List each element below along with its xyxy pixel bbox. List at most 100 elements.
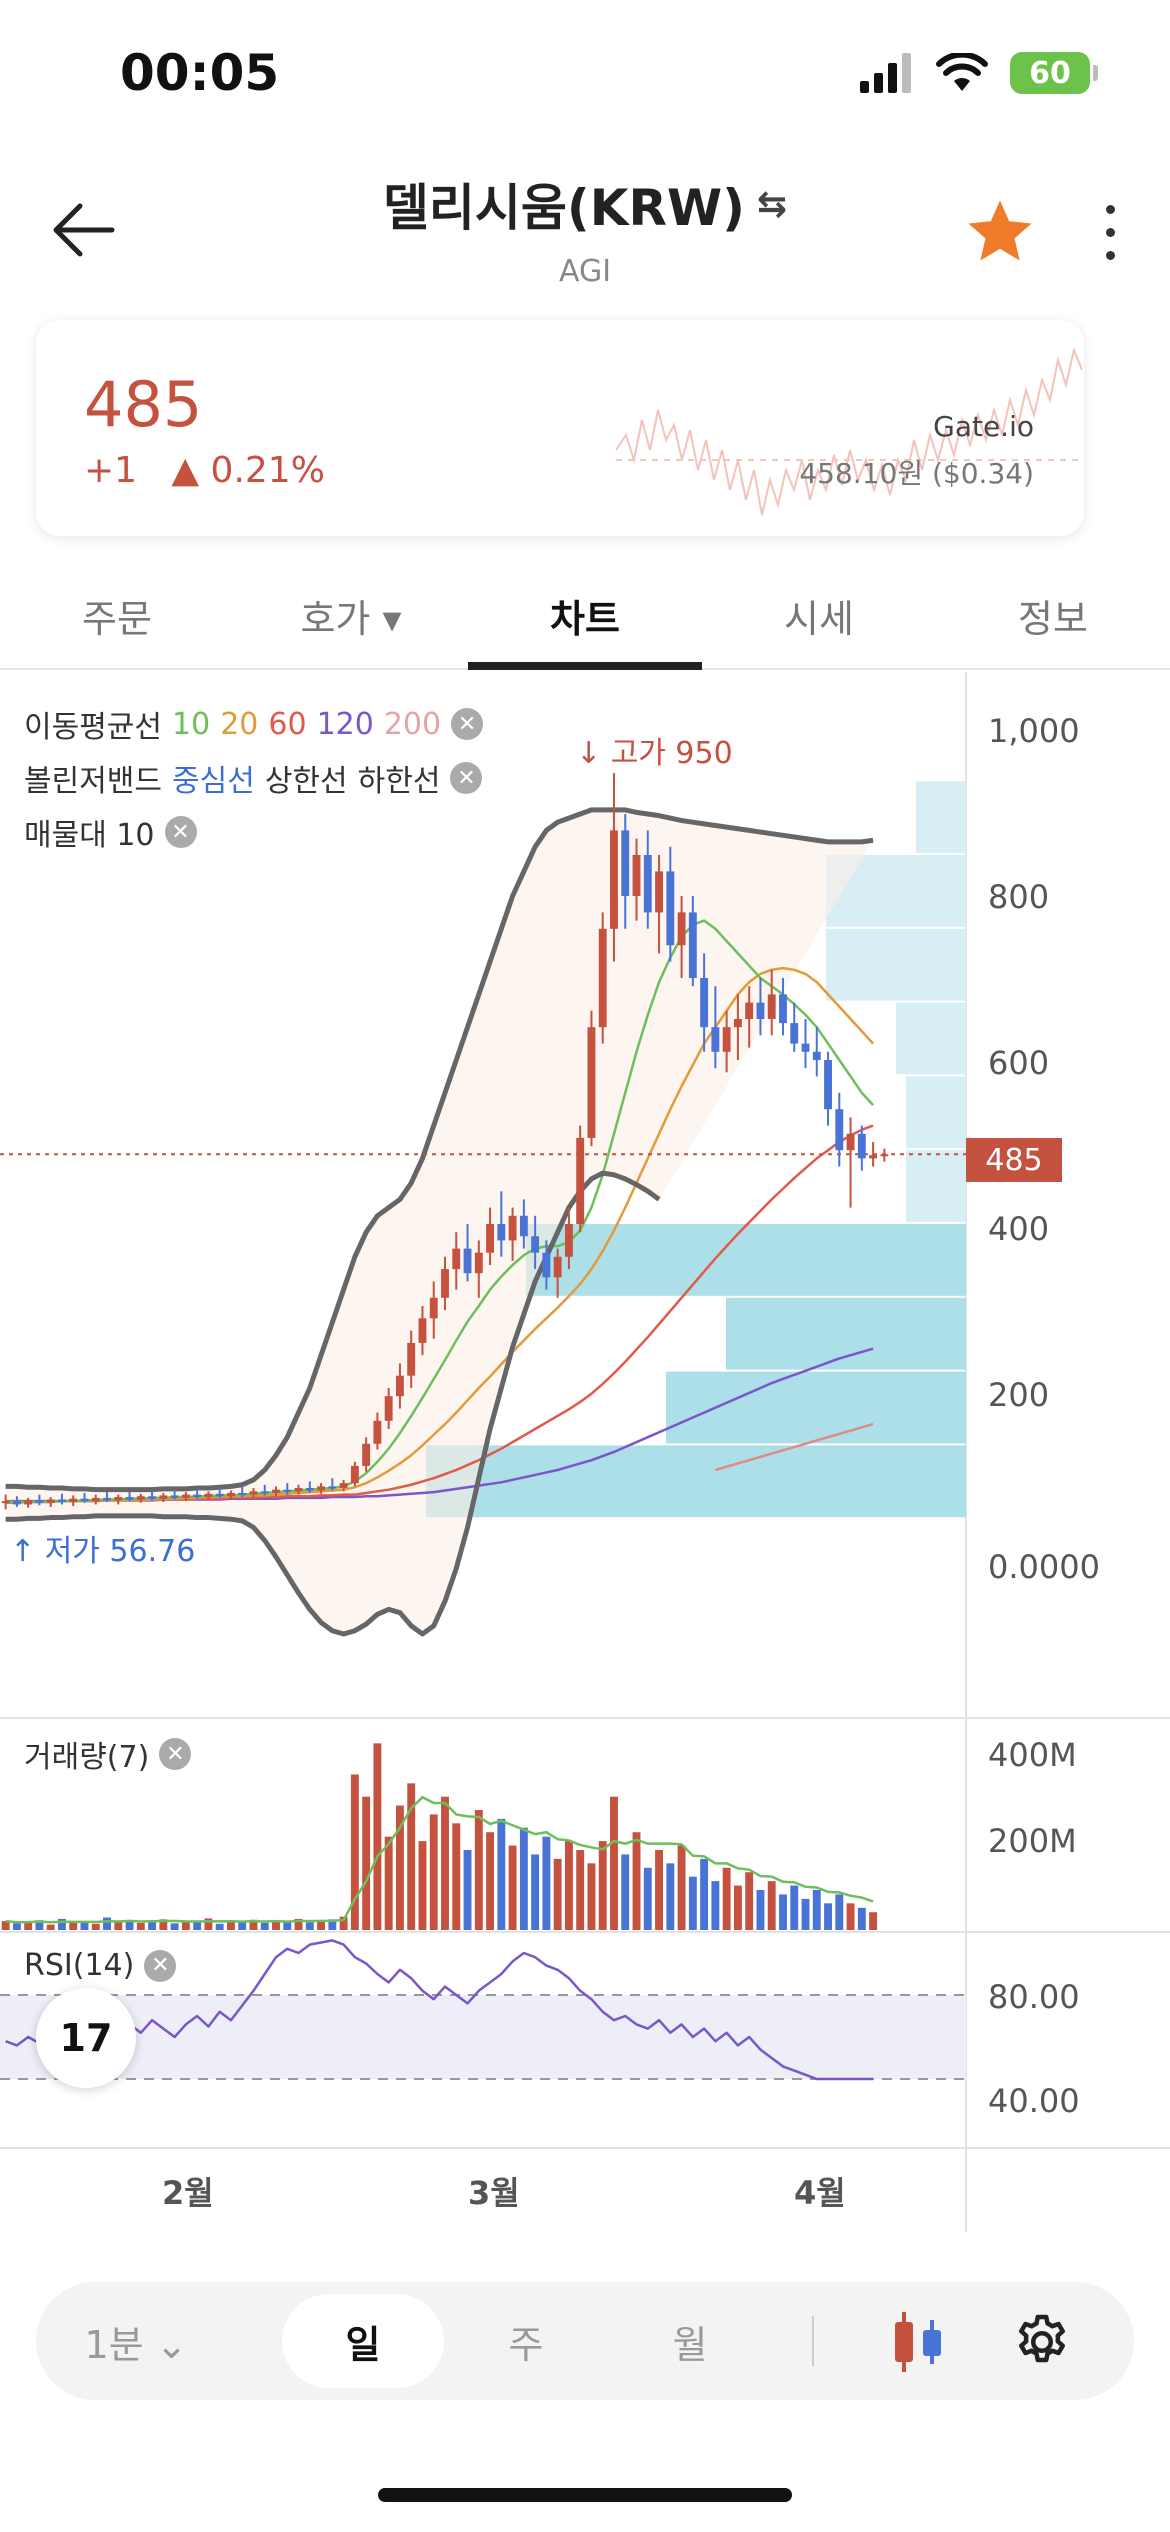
legend-ma60: 60 — [268, 706, 307, 742]
candle-body — [621, 830, 630, 896]
chart-area[interactable]: 이동평균선 10 20 60 120 200 ✕ 볼린저밴드 중심선 상한선 하… — [0, 672, 1170, 2232]
sparkline — [616, 346, 1084, 516]
volume-bar — [733, 1885, 742, 1930]
candle-body — [463, 1248, 472, 1274]
last-price-tag: 485 — [966, 1138, 1062, 1182]
low-annotation: ↑ 저가 56.76 — [10, 1534, 196, 1569]
signal-icon — [860, 53, 911, 93]
candlestick-icon — [895, 2312, 941, 2372]
candle-body — [486, 1224, 495, 1253]
dot-icon — [1105, 227, 1115, 237]
volume-bar — [779, 1894, 787, 1930]
legend-ma20: 20 — [220, 706, 259, 742]
candle-body — [181, 1494, 190, 1498]
volume-bar — [812, 1890, 821, 1930]
volume-profile-bar — [426, 1445, 966, 1518]
candle-body — [508, 1215, 517, 1241]
volume-profile-bar — [906, 1076, 966, 1149]
volume-bar — [441, 1796, 449, 1930]
x-axis-mar: 3월 — [468, 2174, 520, 2212]
candle-body — [12, 1501, 21, 1505]
candle-body — [452, 1248, 461, 1270]
wifi-icon — [936, 53, 988, 91]
favorite-button[interactable] — [962, 194, 1038, 270]
home-indicator — [378, 2488, 792, 2502]
legend-bb: 볼린저밴드 중심선 상한선 하한선 ✕ — [24, 756, 483, 800]
interval-month[interactable]: 월 — [672, 2322, 708, 2367]
volume-bar — [384, 1836, 393, 1930]
chart-settings-button[interactable] — [1002, 2302, 1082, 2382]
low-text: 저가 56.76 — [44, 1534, 196, 1569]
tab-chart[interactable]: 차트 — [550, 596, 620, 641]
candle-body — [46, 1499, 55, 1503]
volume-bar — [249, 1919, 258, 1930]
rsi-axis-80: 80.00 — [988, 1978, 1080, 2016]
rsi-line — [5, 1939, 874, 2081]
page-title[interactable]: 델리시움(KRW) ⇆ — [383, 168, 787, 240]
volume-bar — [688, 1876, 697, 1930]
volume-profile-bar — [726, 1297, 966, 1370]
candle-body — [35, 1500, 44, 1503]
interval-day[interactable]: 일 — [282, 2294, 444, 2388]
legend-bb-middle: 중심선 — [172, 764, 255, 799]
price-axis-0: 0.0000 — [988, 1548, 1100, 1586]
candle-body — [598, 928, 607, 1028]
candle-body — [767, 994, 776, 1019]
remove-ma-button[interactable]: ✕ — [451, 708, 484, 740]
chart-type-button[interactable] — [878, 2302, 958, 2382]
battery-level: 60 — [1029, 55, 1071, 91]
legend-ma200: 200 — [383, 706, 442, 742]
volume-bar — [305, 1922, 314, 1930]
rsi-axis-40: 40.00 — [988, 2082, 1080, 2120]
volume-bar — [125, 1920, 134, 1930]
interval-1min[interactable]: 1분 ⌄ — [84, 2322, 188, 2367]
candle-body — [317, 1486, 326, 1491]
candle-body — [688, 912, 697, 978]
volume-bar — [824, 1903, 832, 1930]
volume-bar — [531, 1854, 540, 1930]
dot-icon — [1105, 250, 1115, 260]
volume-bar — [1, 1921, 10, 1930]
volume-bar — [857, 1907, 866, 1930]
remove-bb-button[interactable]: ✕ — [450, 762, 483, 794]
tab-orderbook[interactable]: 호가 ▾ — [300, 596, 402, 641]
back-button[interactable] — [44, 190, 124, 270]
candle-body — [801, 1043, 810, 1052]
interval-week[interactable]: 주 — [508, 2322, 544, 2367]
legend-rsi-label: RSI(14) — [24, 1948, 135, 1983]
tab-info[interactable]: 정보 — [1018, 596, 1088, 641]
candle-body — [193, 1494, 202, 1498]
arrow-left-icon — [53, 203, 115, 257]
candle-body — [249, 1491, 258, 1495]
volume-bar — [238, 1922, 247, 1930]
tab-order[interactable]: 주문 — [82, 596, 152, 641]
candle-body — [125, 1497, 134, 1500]
volume-bar — [553, 1858, 562, 1930]
candle-body — [170, 1495, 179, 1498]
candle-body — [824, 1060, 832, 1110]
remove-vp-button[interactable]: ✕ — [164, 816, 197, 848]
price-axis-400: 400 — [988, 1210, 1050, 1248]
more-menu-button[interactable] — [1090, 194, 1130, 270]
change-percent: ▲ 0.21% — [171, 450, 325, 491]
legend-vp: 매물대 10 ✕ — [24, 810, 197, 854]
candle-body — [733, 1019, 742, 1028]
remove-rsi-button[interactable]: ✕ — [144, 1949, 177, 1982]
candle-body — [350, 1465, 359, 1484]
volume-bar — [542, 1836, 551, 1930]
tradingview-logo[interactable]: 17 — [36, 1988, 136, 2088]
volume-bar — [46, 1924, 55, 1930]
chart-canvas[interactable] — [0, 672, 1170, 2232]
gear-icon — [1019, 2314, 1065, 2363]
ma20-line — [5, 966, 875, 1504]
volume-bar — [328, 1919, 337, 1930]
candle-body — [407, 1342, 416, 1376]
volume-bar — [655, 1850, 663, 1930]
volume-ma-line — [5, 1795, 874, 1924]
volume-bar — [610, 1796, 618, 1930]
price-card[interactable]: 485 +1 ▲ 0.21% Gate.io 458.10원 ($0.34) — [36, 320, 1084, 536]
volume-bar — [24, 1922, 33, 1930]
tab-market[interactable]: 시세 — [784, 596, 854, 641]
remove-volume-button[interactable]: ✕ — [159, 1738, 192, 1770]
interval-bar: 1분 ⌄ 일 주 월 — [36, 2282, 1134, 2400]
